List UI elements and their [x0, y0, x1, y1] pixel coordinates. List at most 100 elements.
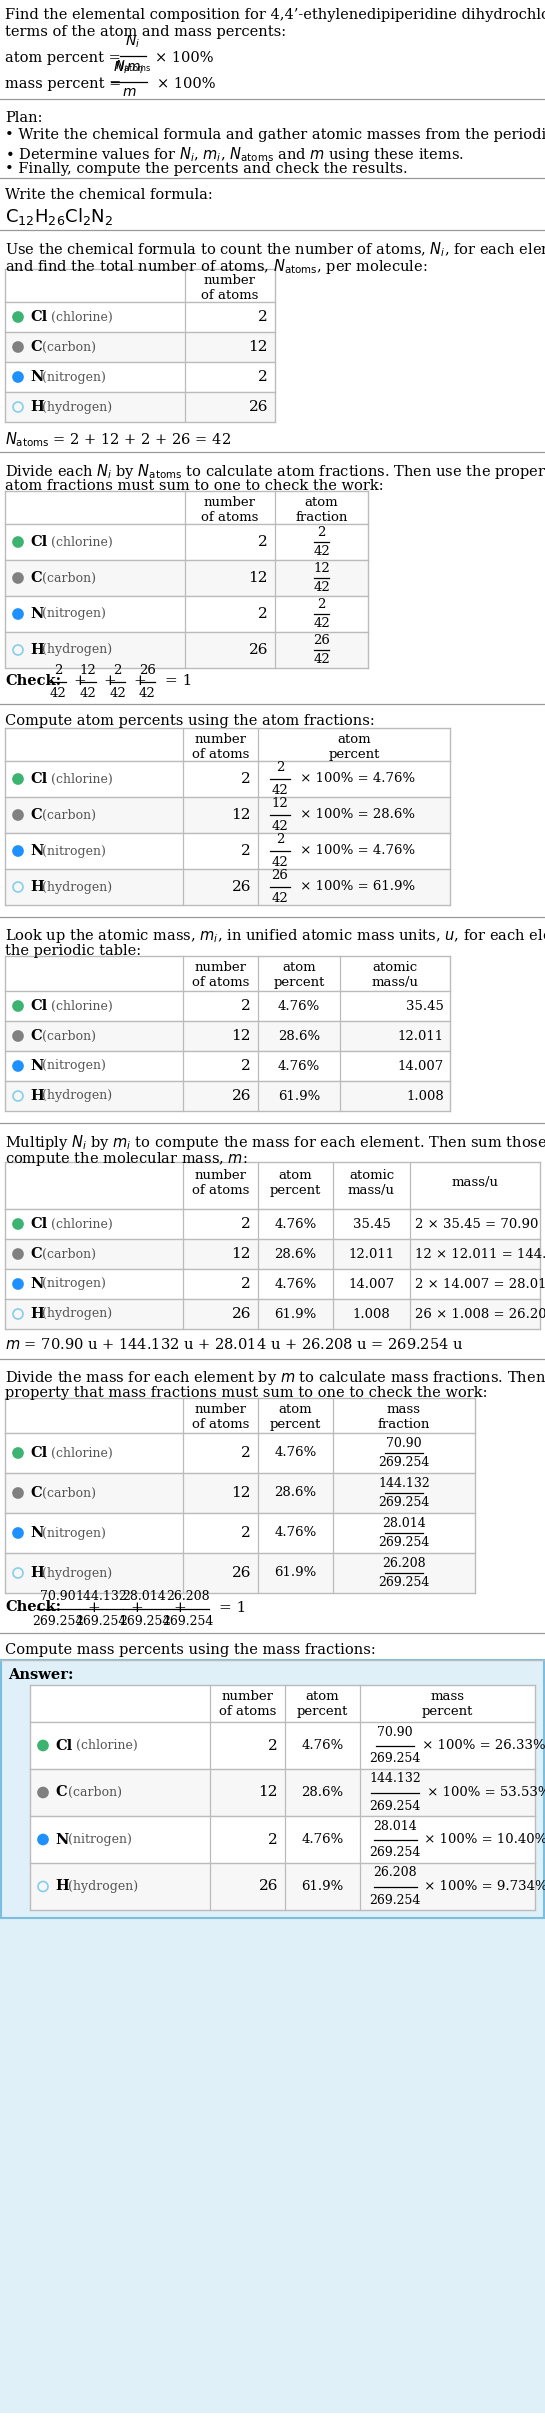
Text: (carbon): (carbon) [39, 571, 96, 585]
Text: N: N [30, 1526, 44, 1540]
Bar [0, 1661, 545, 2413]
Text: C: C [55, 1784, 66, 1799]
Text: 2: 2 [317, 527, 326, 539]
Text: 2: 2 [258, 370, 268, 384]
Text: atom fractions must sum to one to check the work:: atom fractions must sum to one to check … [5, 479, 384, 493]
Text: 42: 42 [271, 783, 288, 798]
Circle shape [13, 1528, 23, 1538]
Text: 26: 26 [258, 1879, 278, 1893]
Text: 2: 2 [241, 999, 251, 1013]
Text: 42: 42 [313, 580, 330, 595]
Text: (hydrogen): (hydrogen) [39, 643, 113, 658]
Text: 12: 12 [249, 341, 268, 353]
Text: 12: 12 [232, 1030, 251, 1042]
Text: 42: 42 [313, 617, 330, 631]
Text: terms of the atom and mass percents:: terms of the atom and mass percents: [5, 24, 286, 39]
Text: 12: 12 [232, 808, 251, 822]
Circle shape [38, 1835, 48, 1845]
Bar [5, 1163, 540, 1209]
Text: × 100%: × 100% [155, 51, 214, 65]
Circle shape [13, 846, 23, 856]
Bar [5, 1298, 540, 1330]
Text: H: H [30, 1088, 44, 1103]
Text: (chlorine): (chlorine) [47, 1446, 113, 1460]
Bar [30, 1862, 535, 1910]
Text: 28.6%: 28.6% [275, 1487, 317, 1499]
Text: atom
percent: atom percent [297, 1690, 348, 1719]
Text: 12: 12 [313, 561, 330, 575]
Text: H: H [30, 880, 44, 895]
Text: × 100% = 28.6%: × 100% = 28.6% [296, 808, 415, 822]
Text: Cl: Cl [30, 1216, 47, 1231]
Text: atom
fraction: atom fraction [295, 496, 348, 525]
Circle shape [13, 1279, 23, 1289]
Text: H: H [30, 643, 44, 658]
Text: • Determine values for $N_i$, $m_i$, $N_\mathrm{atoms}$ and $m$ using these item: • Determine values for $N_i$, $m_i$, $N_… [5, 145, 464, 164]
Text: Divide each $N_i$ by $N_\mathrm{atoms}$ to calculate atom fractions. Then use th: Divide each $N_i$ by $N_\mathrm{atoms}$ … [5, 462, 545, 481]
Text: 2: 2 [258, 534, 268, 549]
Text: (chlorine): (chlorine) [47, 999, 113, 1013]
Text: number
of atoms: number of atoms [201, 273, 259, 302]
Text: 26: 26 [232, 1088, 251, 1103]
Text: property that mass fractions must sum to one to check the work:: property that mass fractions must sum to… [5, 1386, 487, 1400]
Text: 42: 42 [271, 820, 288, 832]
Text: (hydrogen): (hydrogen) [39, 1091, 113, 1103]
Bar [5, 1552, 475, 1593]
Text: 269.254: 269.254 [119, 1615, 170, 1627]
Text: Check:: Check: [5, 675, 61, 689]
Text: number
of atoms: number of atoms [192, 1402, 249, 1431]
Text: 269.254: 269.254 [162, 1615, 214, 1627]
Text: 2: 2 [241, 771, 251, 786]
Text: 26 × 1.008 = 26.208: 26 × 1.008 = 26.208 [415, 1308, 545, 1320]
Text: 14.007: 14.007 [398, 1059, 444, 1074]
Text: 28.6%: 28.6% [275, 1248, 317, 1260]
Text: Cl: Cl [30, 534, 47, 549]
Text: Multiply $N_i$ by $m_i$ to compute the mass for each element. Then sum those val: Multiply $N_i$ by $m_i$ to compute the m… [5, 1134, 545, 1151]
Circle shape [13, 609, 23, 619]
Text: +: + [174, 1601, 186, 1615]
Bar [5, 1514, 475, 1552]
Text: C: C [30, 1248, 41, 1262]
Text: number
of atoms: number of atoms [192, 1168, 249, 1197]
Text: × 100% = 9.734%: × 100% = 9.734% [421, 1881, 545, 1893]
Text: 269.254: 269.254 [76, 1615, 127, 1627]
Text: Cl: Cl [30, 1446, 47, 1460]
Text: 1.008: 1.008 [406, 1091, 444, 1103]
Text: Cl: Cl [30, 999, 47, 1013]
Text: (nitrogen): (nitrogen) [64, 1833, 131, 1845]
Text: C: C [30, 1487, 41, 1499]
Text: N: N [30, 1059, 44, 1074]
Text: 26: 26 [139, 665, 156, 677]
Bar [5, 762, 450, 798]
Text: Cl: Cl [30, 771, 47, 786]
Text: atomic
mass/u: atomic mass/u [372, 960, 419, 989]
Text: 28.014: 28.014 [382, 1516, 426, 1531]
Text: 42: 42 [271, 856, 288, 868]
Bar [5, 491, 368, 525]
Text: atomic
mass/u: atomic mass/u [348, 1168, 395, 1197]
Text: mass/u: mass/u [451, 1175, 499, 1190]
Text: 26: 26 [232, 1308, 251, 1320]
Text: (carbon): (carbon) [39, 1248, 96, 1260]
Text: +: + [87, 1601, 100, 1615]
Text: 4.76%: 4.76% [274, 1526, 317, 1540]
Text: 2: 2 [241, 1526, 251, 1540]
Text: 4.76%: 4.76% [274, 1219, 317, 1231]
Text: 269.254: 269.254 [370, 1893, 421, 1905]
Text: Compute atom percents using the atom fractions:: Compute atom percents using the atom fra… [5, 713, 375, 728]
Text: H: H [30, 1308, 44, 1320]
Text: Plan:: Plan: [5, 111, 43, 126]
Text: 269.254: 269.254 [370, 1847, 421, 1859]
Text: (hydrogen): (hydrogen) [39, 401, 113, 413]
Text: 12.011: 12.011 [398, 1030, 444, 1042]
Text: 269.254: 269.254 [370, 1753, 421, 1765]
Bar [5, 1020, 450, 1052]
Text: 12: 12 [249, 571, 268, 585]
Circle shape [13, 774, 23, 783]
Text: 2: 2 [241, 1446, 251, 1460]
Text: 12: 12 [258, 1784, 278, 1799]
Text: Find the elemental composition for 4,4’-ethylenedipiperidine dihydrochloride in: Find the elemental composition for 4,4’-… [5, 7, 545, 22]
Text: 2: 2 [241, 844, 251, 858]
Text: = 1: = 1 [165, 675, 192, 689]
Circle shape [13, 341, 23, 353]
